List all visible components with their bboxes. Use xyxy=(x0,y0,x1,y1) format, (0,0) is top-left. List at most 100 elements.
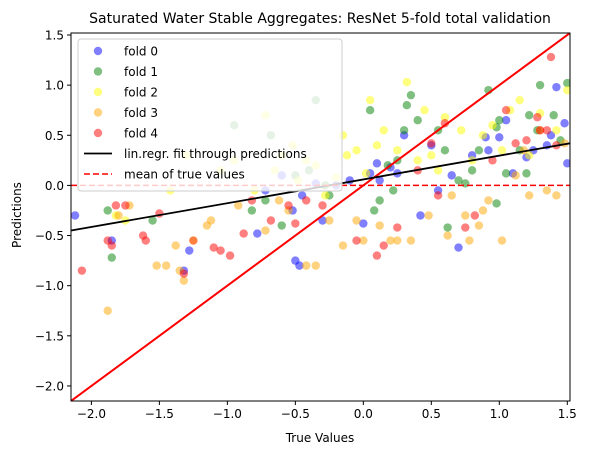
data-point xyxy=(379,241,388,250)
data-point xyxy=(179,269,189,278)
y-axis-ticks: −2.0 −1.5 −1.0 −0.5 0.0 0.5 1.0 1.5 xyxy=(35,29,71,393)
data-point xyxy=(361,169,371,178)
data-point xyxy=(352,146,361,155)
data-point xyxy=(274,196,284,205)
legend-marker xyxy=(93,128,103,138)
data-point xyxy=(393,146,402,155)
data-point xyxy=(393,236,402,245)
data-point xyxy=(495,133,504,142)
data-point xyxy=(399,126,409,135)
data-point xyxy=(206,216,216,225)
data-point xyxy=(433,191,443,200)
data-point xyxy=(77,266,87,275)
data-point xyxy=(447,191,456,200)
legend-label: fold 1 xyxy=(124,65,158,79)
data-point xyxy=(546,52,556,62)
data-point xyxy=(121,201,130,210)
legend-label: fold 2 xyxy=(124,86,158,100)
data-point xyxy=(295,261,304,270)
legend-label: fold 4 xyxy=(124,127,158,141)
data-point xyxy=(525,111,534,120)
y-axis-label: Predictions xyxy=(10,182,24,248)
x-tick-label: −1.0 xyxy=(213,407,242,421)
legend-marker xyxy=(93,46,103,56)
data-point xyxy=(386,236,395,245)
data-point xyxy=(225,251,235,260)
data-point xyxy=(321,191,330,200)
data-point xyxy=(560,119,569,128)
data-point xyxy=(152,261,161,270)
data-point xyxy=(457,126,466,135)
data-point xyxy=(325,216,334,225)
data-point xyxy=(107,241,116,250)
data-point xyxy=(402,100,412,110)
data-point xyxy=(370,206,379,215)
data-point xyxy=(433,166,443,175)
x-axis-label: True Values xyxy=(285,431,355,445)
data-point xyxy=(216,246,225,255)
data-point xyxy=(389,186,398,195)
data-point xyxy=(413,156,422,165)
data-point xyxy=(375,221,384,230)
data-point xyxy=(338,241,348,250)
data-point xyxy=(488,156,497,165)
data-point xyxy=(549,111,558,120)
data-point xyxy=(552,126,561,135)
data-point xyxy=(302,261,311,270)
data-point xyxy=(525,151,534,160)
data-point xyxy=(406,236,416,245)
data-point xyxy=(511,139,520,148)
data-point xyxy=(234,201,243,210)
data-point xyxy=(495,116,504,125)
data-point xyxy=(470,211,480,220)
data-point xyxy=(461,223,470,232)
data-point xyxy=(522,136,531,145)
data-point xyxy=(179,276,189,285)
data-point xyxy=(420,106,429,115)
y-tick-label: −1.0 xyxy=(35,279,64,293)
legend-box xyxy=(77,38,343,192)
data-point xyxy=(542,126,552,135)
data-point xyxy=(383,161,393,170)
series-fold-4 xyxy=(77,52,561,278)
data-point xyxy=(266,216,276,225)
data-point xyxy=(511,171,520,180)
data-point xyxy=(302,196,311,205)
x-tick-label: 1.0 xyxy=(490,407,509,421)
x-tick-label: −1.5 xyxy=(145,407,174,421)
data-point xyxy=(393,223,402,232)
data-point xyxy=(522,169,531,178)
data-point xyxy=(189,236,198,245)
data-point xyxy=(416,211,425,220)
legend-label: fold 3 xyxy=(124,106,158,120)
data-point xyxy=(454,243,463,252)
data-point xyxy=(318,216,327,225)
data-point xyxy=(161,261,171,270)
data-point xyxy=(311,261,320,270)
y-tick-label: 0.5 xyxy=(45,129,64,143)
data-point xyxy=(148,216,157,225)
data-point xyxy=(103,306,112,315)
data-point xyxy=(552,191,561,200)
x-tick-label: 1.5 xyxy=(558,407,577,421)
legend-marker xyxy=(93,87,103,97)
data-point xyxy=(365,95,375,105)
data-point xyxy=(501,106,511,115)
data-point xyxy=(284,201,293,210)
data-point xyxy=(497,146,507,155)
data-point xyxy=(454,176,463,185)
data-point xyxy=(318,201,327,210)
x-tick-label: 0.0 xyxy=(354,407,373,421)
data-point xyxy=(247,206,257,215)
data-point xyxy=(209,243,218,252)
legend-label: mean of true values xyxy=(124,168,245,182)
legend-marker xyxy=(93,67,103,76)
data-point xyxy=(171,241,180,250)
data-point xyxy=(440,119,450,128)
data-point xyxy=(291,219,300,228)
data-point xyxy=(375,176,384,185)
data-point xyxy=(533,113,542,122)
plot-frame xyxy=(70,32,571,402)
data-point xyxy=(443,223,452,232)
